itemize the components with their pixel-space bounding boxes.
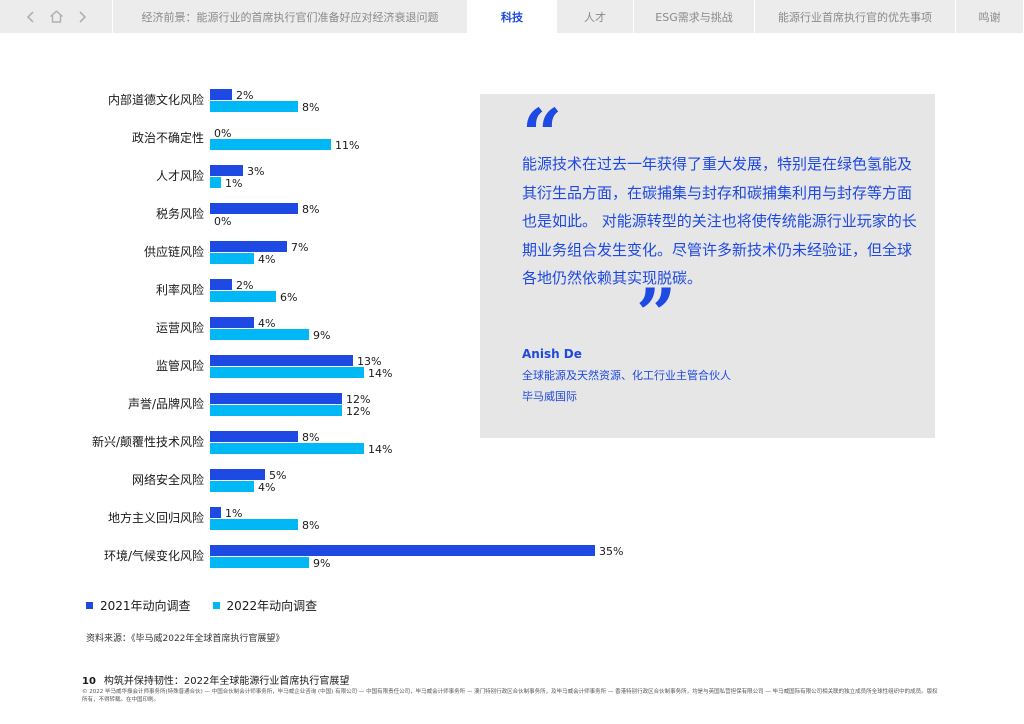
quote-author-org: 毕马威国际 [522, 390, 577, 403]
category-label: 内部道德文化风险 [108, 92, 204, 107]
tab-talent[interactable]: 人才 [557, 0, 634, 33]
bar-2022 [210, 481, 254, 492]
chart-legend: 2021年动向调查 2022年动向调查 [86, 597, 317, 614]
data-label: 3% [247, 165, 264, 178]
category-label: 声誉/品牌风险 [128, 396, 204, 411]
quote-author-role: 全球能源及天然资源、化工行业主管合伙人 [522, 369, 731, 382]
bar-2021 [210, 165, 243, 176]
legend-swatch-2022 [212, 602, 220, 609]
category-label: 税务风险 [156, 206, 204, 221]
data-label: 4% [258, 317, 275, 330]
nav-controls [0, 0, 113, 33]
data-label: 8% [302, 431, 319, 444]
bar-2021 [210, 317, 254, 328]
category-label: 利率风险 [156, 282, 204, 297]
page-number: 10 [82, 676, 96, 687]
bar-2021 [210, 241, 287, 252]
bar-2021 [210, 507, 221, 518]
legend-label-2021: 2021年动向调查 [100, 599, 191, 613]
chevron-left-icon[interactable] [26, 10, 35, 23]
data-label: 7% [291, 241, 308, 254]
legend-item-2022: 2022年动向调查 [212, 597, 318, 614]
data-label: 11% [335, 139, 359, 152]
bar-2022 [210, 443, 364, 454]
report-title: 构筑并保持韧性：2022年全球能源行业首席执行官展望 [103, 676, 350, 687]
data-label: 5% [269, 469, 286, 482]
bar-2022 [210, 367, 364, 378]
bar-2022 [210, 177, 221, 188]
data-label: 2% [236, 89, 253, 102]
legend-label-2022: 2022年动向调查 [226, 599, 318, 613]
bar-2022 [210, 139, 331, 150]
bar-2021 [210, 279, 232, 290]
data-label: 13% [357, 355, 381, 368]
quote-author: Anish De [522, 347, 582, 361]
quote-open-icon: “ [522, 93, 563, 176]
legend-item-2021: 2021年动向调查 [86, 597, 191, 614]
data-label: 4% [258, 481, 275, 494]
data-label: 14% [368, 443, 392, 456]
category-label: 供应链风险 [144, 244, 204, 259]
data-label: 8% [302, 203, 319, 216]
data-label: 1% [225, 507, 242, 520]
category-label: 网络安全风险 [132, 472, 204, 487]
data-label: 9% [313, 329, 330, 342]
tab-economic-outlook[interactable]: 经济前景：能源行业的首席执行官们准备好应对经济衰退问题 [113, 0, 468, 33]
category-label: 人才风险 [156, 168, 204, 183]
quote-close-icon: ” [636, 273, 677, 356]
tab-ceo-priorities[interactable]: 能源行业首席执行官的优先事项 [755, 0, 956, 33]
bar-2021 [210, 431, 298, 442]
data-label: 8% [302, 519, 319, 532]
footer-legal-text: © 2022 毕马威华振会计师事务所(特殊普通合伙) — 中国合伙制会计师事务所… [82, 689, 938, 703]
home-icon[interactable] [49, 10, 64, 23]
bar-2021 [210, 545, 595, 556]
category-label: 政治不确定性 [132, 130, 204, 145]
bar-2021 [210, 89, 232, 100]
data-label: 1% [225, 177, 242, 190]
bar-2022 [210, 101, 298, 112]
data-label: 0% [214, 127, 231, 140]
data-label: 14% [368, 367, 392, 380]
quote-box: “ 能源技术在过去一年获得了重大发展，特别是在绿色氢能及其衍生品方面，在碳捕集与… [480, 94, 935, 438]
data-label: 8% [302, 101, 319, 114]
bar-2022 [210, 329, 309, 340]
tab-technology[interactable]: 科技 [468, 0, 557, 33]
chevron-right-icon[interactable] [78, 10, 87, 23]
data-label: 35% [599, 545, 623, 558]
quote-text: 能源技术在过去一年获得了重大发展，特别是在绿色氢能及其衍生品方面，在碳捕集与封存… [522, 155, 917, 287]
data-label: 12% [346, 393, 370, 406]
category-label: 监管风险 [156, 358, 204, 373]
data-label: 0% [214, 215, 231, 228]
category-label: 地方主义回归风险 [108, 510, 204, 525]
bar-2021 [210, 355, 353, 366]
tab-esg[interactable]: ESG需求与挑战 [634, 0, 755, 33]
data-label: 12% [346, 405, 370, 418]
risk-bar-chart: 内部道德文化风险 2% 8% 政治不确定性 0% 11% 人才风险 3% 1% 税务风险 8% 0% 供… [92, 89, 623, 570]
bar-2021 [210, 469, 265, 480]
data-label: 6% [280, 291, 297, 304]
bar-2021 [210, 203, 298, 214]
data-label: 2% [236, 279, 253, 292]
bar-2022 [210, 291, 276, 302]
category-label: 新兴/颠覆性技术风险 [92, 434, 204, 449]
bar-2022 [210, 519, 298, 530]
bar-2021 [210, 393, 342, 404]
tab-acknowledgements[interactable]: 鸣谢 [956, 0, 1024, 33]
bar-2022 [210, 557, 309, 568]
footer-title: 10 构筑并保持韧性：2022年全球能源行业首席执行官展望 [82, 672, 349, 687]
legend-swatch-2021 [86, 602, 93, 609]
bar-2022 [210, 405, 342, 416]
category-label: 运营风险 [156, 320, 204, 335]
data-label: 4% [258, 253, 275, 266]
chart-source: 资料来源：《毕马威2022年全球首席执行官展望》 [86, 634, 285, 644]
top-navigation: 经济前景：能源行业的首席执行官们准备好应对经济衰退问题 科技 人才 ESG需求与… [0, 0, 1024, 33]
data-label: 9% [313, 557, 330, 570]
bar-2022 [210, 253, 254, 264]
category-label: 环境/气候变化风险 [104, 548, 204, 563]
